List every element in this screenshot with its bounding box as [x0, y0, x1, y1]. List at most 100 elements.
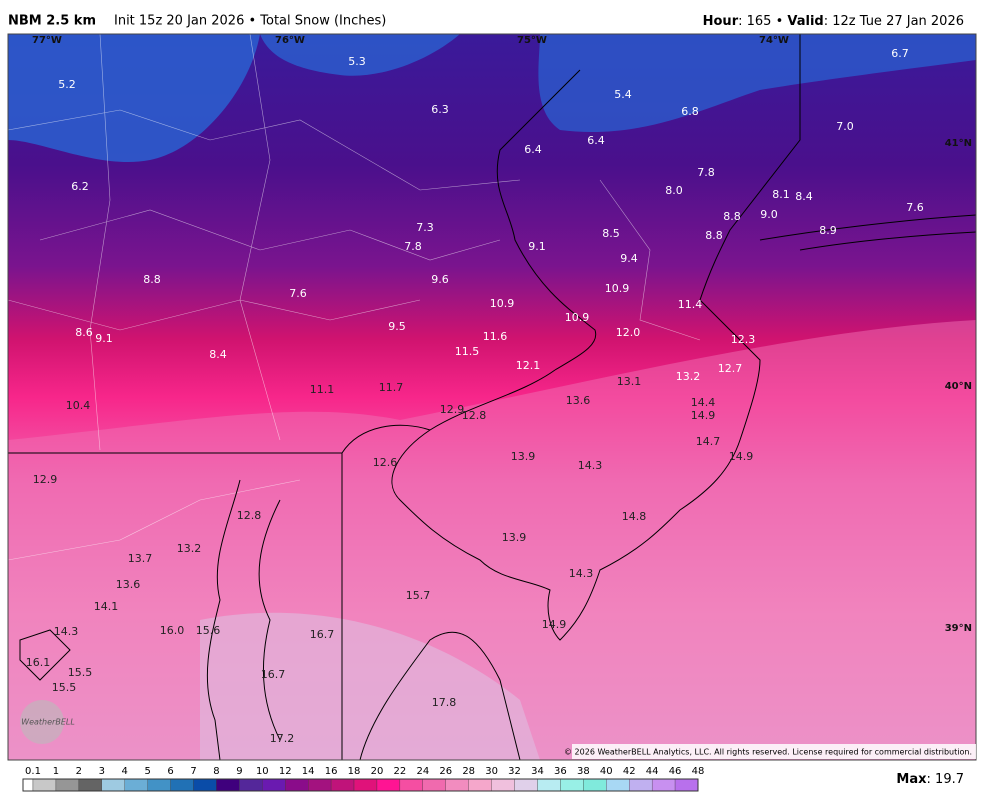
snow-value: 6.2	[71, 180, 89, 193]
colorbar-label: 44	[646, 766, 659, 777]
snow-value: 14.1	[94, 600, 119, 613]
snow-value: 13.7	[128, 552, 153, 565]
snow-value: 8.9	[819, 224, 837, 237]
snow-value: 5.3	[348, 55, 366, 68]
colorbar-swatch	[262, 778, 286, 792]
snow-value: 8.1	[772, 188, 790, 201]
snow-value: 8.6	[75, 326, 93, 339]
colorbar-label: 42	[623, 766, 636, 777]
snow-value: 14.9	[729, 450, 754, 463]
colorbar-label: 10	[256, 766, 269, 777]
colorbar-swatch	[285, 778, 309, 792]
snow-value: 11.7	[379, 381, 404, 394]
colorbar-label: 22	[394, 766, 407, 777]
colorbar-label: 7	[190, 766, 196, 777]
lat-label: 41°N	[945, 138, 972, 149]
lon-label: 76°W	[275, 35, 305, 46]
colorbar-swatch	[376, 778, 401, 792]
snow-value: 8.8	[705, 229, 723, 242]
snow-value: 9.5	[388, 320, 406, 333]
snow-value: 7.0	[836, 120, 854, 133]
snow-value: 15.5	[52, 681, 77, 694]
colorbar-swatch	[101, 778, 125, 792]
snow-value: 6.4	[587, 134, 605, 147]
snow-value: 12.6	[373, 456, 398, 469]
valid-info: Hour: 165 • Valid: 12z Tue 27 Jan 2026	[703, 14, 964, 29]
model: NBM 2.5 km	[8, 14, 96, 29]
snow-value: 13.1	[617, 375, 642, 388]
colorbar-label: 6	[167, 766, 173, 777]
colorbar-swatch	[514, 778, 538, 792]
snow-value: 10.9	[605, 282, 630, 295]
snow-value: 9.6	[431, 273, 449, 286]
colorbar-swatch	[583, 778, 607, 792]
hour-label: Hour	[703, 14, 739, 29]
colorbar-label: 18	[348, 766, 361, 777]
colorbar-swatch	[22, 778, 34, 792]
snow-value: 15.6	[196, 624, 221, 637]
snow-value: 16.7	[310, 628, 335, 641]
colorbar-label: 46	[669, 766, 682, 777]
colorbar-swatch	[330, 778, 355, 792]
snow-value: 12.9	[33, 473, 58, 486]
copyright: © 2026 WeatherBELL Analytics, LLC. All r…	[564, 748, 972, 757]
hour: : 165 •	[738, 14, 787, 29]
colorbar-label: 5	[144, 766, 150, 777]
colorbar-label: 32	[508, 766, 521, 777]
colorbar-swatch	[606, 778, 630, 792]
colorbar-label: 3	[99, 766, 105, 777]
colorbar-swatch	[537, 778, 561, 792]
colorbar-swatch	[216, 778, 240, 792]
snow-value: 7.6	[289, 287, 307, 300]
colorbar-swatch	[239, 778, 263, 792]
snow-value: 16.0	[160, 624, 185, 637]
snow-value: 5.4	[614, 88, 632, 101]
snow-value: 16.7	[261, 668, 286, 681]
valid: : 12z Tue 27 Jan 2026	[824, 14, 964, 29]
colorbar-label: 40	[600, 766, 613, 777]
copyright-box	[572, 744, 976, 759]
snow-value: 11.4	[678, 298, 703, 311]
snow-value: 8.4	[209, 348, 227, 361]
colorbar-swatch	[32, 778, 57, 792]
snow-value: 8.5	[602, 227, 620, 240]
valid-label: Valid	[787, 14, 823, 29]
snow-value: 12.9	[440, 403, 465, 416]
snow-value: 12.7	[718, 362, 743, 375]
snow-value: 12.0	[616, 326, 641, 339]
colorbar-swatch	[147, 778, 171, 792]
snow-value: 12.8	[462, 409, 487, 422]
snow-value: 11.1	[310, 383, 335, 396]
snow-value: 5.2	[58, 78, 76, 91]
snow-value: 9.0	[760, 208, 778, 221]
colorbar-label: 36	[554, 766, 567, 777]
snow-value: 14.3	[578, 459, 603, 472]
colorbar-label: 20	[371, 766, 384, 777]
colorbar-label: 24	[416, 766, 429, 777]
colorbar-label: 2	[76, 766, 82, 777]
colorbar-swatch	[468, 778, 492, 792]
snow-value: 11.6	[483, 330, 508, 343]
snow-value: 9.1	[528, 240, 546, 253]
lon-label: 77°W	[32, 35, 62, 46]
colorbar-swatch	[422, 778, 446, 792]
snow-value: 12.3	[731, 333, 756, 346]
colorbar-swatch	[124, 778, 148, 792]
colorbar-label: 28	[462, 766, 475, 777]
snow-value: 7.8	[404, 240, 422, 253]
max-value: : 19.7	[927, 772, 964, 787]
snow-value: 17.8	[432, 696, 457, 709]
snow-value: 6.4	[524, 143, 542, 156]
snow-value: 16.1	[26, 656, 51, 669]
snow-value: 10.9	[565, 311, 590, 324]
snow-value: 6.8	[681, 105, 699, 118]
map-frame	[7, 33, 977, 761]
snow-value: 13.2	[676, 370, 701, 383]
snow-value: 14.4	[691, 396, 716, 409]
snow-value: 7.3	[416, 221, 434, 234]
colorbar-label: 8	[213, 766, 219, 777]
snow-value: 11.5	[455, 345, 480, 358]
lon-label: 75°W	[517, 35, 547, 46]
